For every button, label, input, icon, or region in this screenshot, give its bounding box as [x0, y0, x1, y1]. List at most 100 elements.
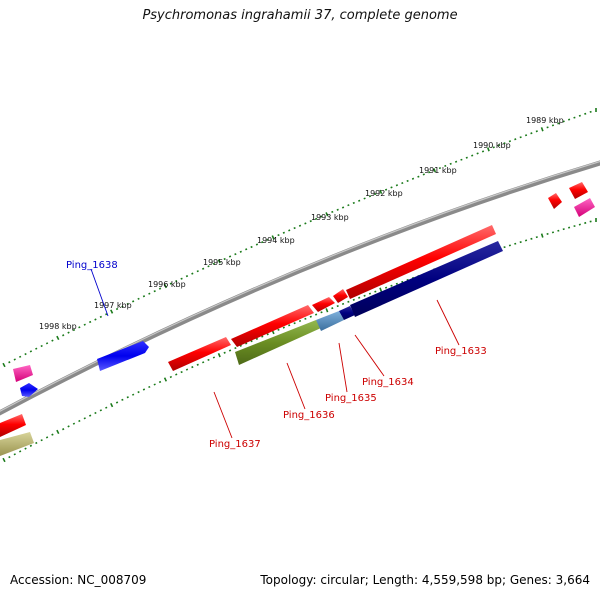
leader-ping-1636	[286, 362, 306, 410]
label-leader-lines	[90, 268, 460, 439]
outer-tick	[444, 164, 447, 168]
inner-tick	[363, 294, 366, 297]
gene-ping-1637[interactable]	[168, 337, 231, 371]
outer-tick	[530, 132, 533, 135]
outer-tick	[546, 126, 549, 129]
outer-tick	[331, 210, 334, 214]
outer-tick	[438, 167, 442, 170]
inner-tick	[18, 450, 22, 453]
gene-ping-1634[interactable]	[339, 306, 355, 320]
inner-tick	[2, 457, 6, 463]
outer-tick	[374, 192, 377, 196]
outer-tick	[245, 248, 248, 251]
inner-tick	[24, 447, 27, 450]
reverse-strand-genes	[0, 241, 503, 456]
inner-tick	[309, 315, 312, 318]
outer-tick	[557, 122, 560, 125]
outer-tick	[83, 323, 86, 326]
outer-tick	[56, 335, 60, 341]
outer-tick	[309, 220, 312, 223]
inner-tick	[191, 366, 194, 369]
outer-tick	[584, 112, 587, 115]
gene-left-red[interactable]	[0, 414, 26, 437]
gene-ping-1636[interactable]	[231, 305, 314, 347]
gene-ping-1638[interactable]	[97, 341, 149, 371]
outer-tick	[524, 134, 528, 137]
outer-tick	[110, 309, 114, 314]
outer-tick	[519, 136, 522, 139]
gene-label-ping-1638[interactable]: Ping_1638	[66, 260, 118, 271]
outer-tick	[67, 331, 70, 334]
kbp-label-1996: 1996 kbp	[148, 280, 186, 289]
kbp-label-1995: 1995 kbp	[203, 258, 241, 267]
inner-tick	[255, 337, 259, 340]
inner-tick	[163, 377, 168, 382]
outer-tick	[261, 241, 264, 244]
inner-tick	[196, 363, 199, 366]
inner-tick	[88, 414, 92, 417]
inner-tick	[131, 393, 135, 396]
outer-tick	[62, 334, 65, 337]
outer-tick	[18, 355, 22, 358]
inner-tick	[551, 231, 555, 234]
kbp-label-1997: 1997 kbp	[94, 301, 132, 310]
gene-ping-1636-reverse[interactable]	[235, 320, 321, 365]
outer-tick	[497, 144, 501, 147]
outer-tick	[228, 255, 232, 258]
gene-label-ping-1633[interactable]: Ping_1633	[435, 346, 487, 357]
outer-tick	[460, 158, 463, 161]
gene-label-ping-1635[interactable]: Ping_1635	[325, 393, 377, 404]
inner-tick	[261, 335, 264, 338]
outer-tick	[105, 313, 108, 316]
gene-left-blue[interactable]	[20, 383, 38, 397]
gene-far-right-b[interactable]	[569, 182, 588, 199]
gene-small-forward-a[interactable]	[312, 297, 335, 312]
inner-tick	[584, 221, 587, 225]
inner-tick	[56, 429, 60, 435]
inner-tick	[207, 358, 210, 361]
chromosome-backbone-highlight	[0, 160, 600, 412]
inner-tick	[8, 455, 11, 459]
outer-tick	[234, 253, 237, 256]
gene-forward-long[interactable]	[346, 225, 496, 299]
gene-label-ping-1636[interactable]: Ping_1636	[283, 410, 335, 421]
outer-tick	[180, 277, 183, 280]
inner-tick	[217, 352, 221, 358]
inner-tick	[530, 237, 533, 240]
outer-tick	[51, 339, 54, 342]
leader-ping-1635	[338, 342, 348, 393]
gene-labels: Ping_1638 Ping_1637 Ping_1636 Ping_1635 …	[66, 260, 487, 450]
gene-label-ping-1637[interactable]: Ping_1637	[209, 439, 261, 450]
gene-far-right-pink[interactable]	[574, 198, 595, 217]
inner-tick	[110, 402, 114, 408]
gene-left-khaki[interactable]	[0, 432, 34, 456]
inner-tick	[266, 333, 269, 336]
outer-tick	[88, 320, 92, 324]
inner-tick	[169, 375, 173, 379]
kbp-label-1993: 1993 kbp	[311, 213, 349, 222]
outer-tick	[390, 186, 393, 189]
outer-tick	[158, 287, 162, 290]
gene-far-right-a[interactable]	[548, 193, 562, 209]
outer-tick	[503, 142, 506, 145]
outer-tick	[277, 234, 280, 237]
gene-ping-1633[interactable]	[350, 241, 503, 317]
genome-summary-label: Topology: circular; Length: 4,559,598 bp…	[260, 573, 590, 587]
gene-left-pink[interactable]	[13, 365, 33, 382]
inner-tick	[358, 296, 361, 299]
inner-tick	[51, 433, 54, 436]
outer-tick	[352, 201, 355, 205]
inner-tick	[201, 361, 205, 364]
inner-tick	[94, 411, 97, 415]
inner-tick	[347, 300, 350, 303]
gene-label-ping-1634[interactable]: Ping_1634	[362, 377, 414, 388]
inner-tick	[314, 313, 318, 316]
gene-ping-1635[interactable]	[316, 311, 344, 331]
outer-tick	[395, 184, 399, 187]
outer-tick	[94, 318, 97, 321]
inner-tick	[304, 317, 307, 320]
outer-tick	[384, 188, 388, 191]
outer-tick	[320, 215, 323, 218]
inner-tick	[158, 380, 162, 384]
gene-small-forward-b[interactable]	[333, 289, 348, 303]
